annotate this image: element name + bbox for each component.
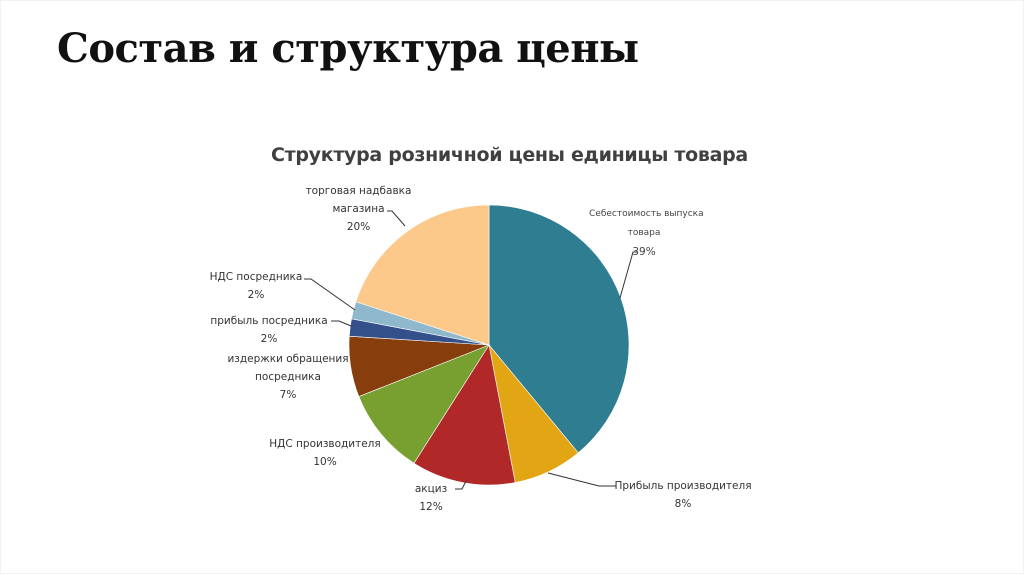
pie-slice-0 (488, 204, 630, 454)
label-pct: 8% (674, 498, 692, 510)
label-nadbavka: торговая надбавка магазина 20% (301, 182, 416, 236)
label-pct: 7% (279, 389, 297, 401)
leader-line-pribyl-proizv (547, 472, 616, 487)
label-nds-posr: НДС посредника 2% (206, 268, 306, 304)
label-text: Себестоимость выпуска (589, 209, 704, 219)
label-pct: 20% (346, 221, 371, 233)
label-text: Прибыль производителя (614, 480, 752, 492)
leader-line-akciz (455, 480, 467, 490)
label-pribyl-proizv: Прибыль производителя 8% (613, 477, 753, 513)
pie-slice-7 (355, 204, 490, 346)
leader-line-nadbavka (387, 210, 406, 227)
label-text: прибыль посредника (210, 315, 328, 327)
label-pct: 10% (313, 456, 337, 468)
label-izderzhki: издержки обращения посредника 7% (223, 350, 353, 404)
label-pct: 2% (260, 333, 278, 345)
leader-lines (304, 210, 638, 490)
label-sebest: Себестоимость выпуска товара 39% (589, 205, 704, 262)
label-text: торговая надбавка (305, 185, 412, 197)
label-text: магазина (332, 203, 385, 215)
leader-line-nds-posr (304, 278, 356, 311)
label-text: НДС производителя (269, 438, 381, 450)
label-nds-proizv: НДС производителя 10% (263, 435, 387, 471)
label-text: издержки обращения (227, 353, 349, 365)
label-text: посредника (255, 371, 321, 383)
label-pribyl-posr: прибыль посредника 2% (206, 312, 332, 348)
label-pct: 2% (247, 289, 265, 301)
label-text: акциз (414, 483, 448, 495)
label-pct: 12% (419, 501, 443, 513)
slide-title: Состав и структура цены (57, 25, 639, 72)
pie-slices (348, 204, 630, 486)
chart-title: Структура розничной цены единицы товара (271, 144, 748, 166)
label-akciz: акциз 12% (406, 480, 456, 516)
label-pct: 39% (632, 246, 656, 258)
label-text: товара (627, 228, 661, 238)
pie-slice-2 (413, 344, 516, 486)
leader-line-pribyl-posr (331, 320, 352, 327)
leader-line-sebest (619, 251, 638, 299)
label-text: НДС посредника (209, 271, 303, 283)
pie-slice-3 (358, 344, 490, 464)
